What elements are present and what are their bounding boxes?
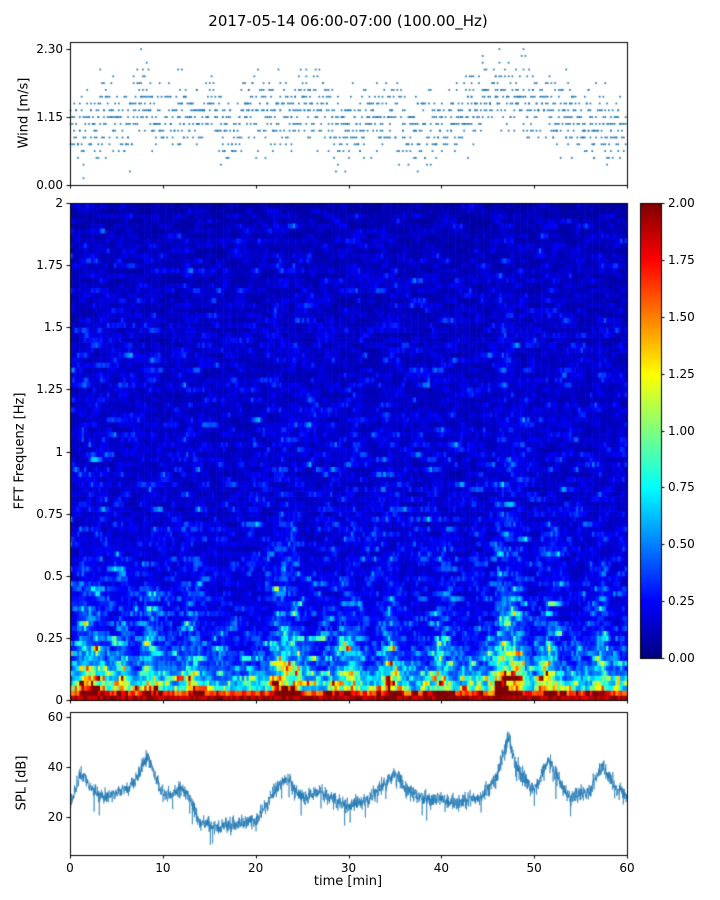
colorbar-tick-label: 0.50 <box>668 537 695 552</box>
time-xtick-label: 60 <box>619 861 635 875</box>
colorbar-tick-label: 1.25 <box>668 366 695 381</box>
colorbar-tick-label: 1.50 <box>668 309 695 324</box>
colorbar-tick-label: 2.00 <box>668 196 695 210</box>
time-xtick-label: 10 <box>155 861 171 875</box>
time-xtick-label: 30 <box>340 861 357 875</box>
fft-y-axis-label: FFT Frequenz [Hz] <box>12 392 28 510</box>
fft-ytick-label: 0 <box>55 693 63 707</box>
time-xtick-label: 40 <box>433 861 449 875</box>
spl-y-axis-label: SPL [dB] <box>14 755 30 811</box>
time-xtick-label: 0 <box>66 861 74 875</box>
fft-ytick-label: 2 <box>55 196 63 210</box>
fft-ytick-label: 0.75 <box>36 506 63 521</box>
spl-ytick-label: 20 <box>47 810 63 825</box>
fft-ytick-label: 0.5 <box>43 568 63 583</box>
wind-ytick-label: 1.15 <box>36 110 63 125</box>
figure-title: 2017-05-14 06:00-07:00 (100.00_Hz) <box>208 12 488 30</box>
colorbar-tick-label: 0.00 <box>668 651 695 665</box>
colorbar-tick-label: 0.75 <box>668 480 695 495</box>
time-xtick-label: 50 <box>526 861 542 875</box>
wind-y-axis-label: Wind [m/s] <box>16 77 32 149</box>
fft-ytick-label: 1.5 <box>43 320 63 335</box>
time-x-axis-label: time [min] <box>313 874 383 889</box>
fft-ytick-label: 0.25 <box>36 630 63 645</box>
fft-ytick-label: 1.25 <box>36 382 63 397</box>
colorbar-tick-label: 0.25 <box>668 594 695 609</box>
colorbar-tick-label: 1.75 <box>668 252 695 267</box>
spl-ytick-label: 40 <box>47 760 63 775</box>
spl-ytick-label: 60 <box>47 710 63 725</box>
time-xtick-label: 20 <box>248 861 264 875</box>
colorbar-tick-label: 1.00 <box>668 423 695 438</box>
wind-ytick-label: 2.30 <box>36 42 63 57</box>
wind-ytick-label: 0.00 <box>36 178 63 192</box>
fft-ytick-label: 1 <box>55 444 63 459</box>
fft-ytick-label: 1.75 <box>36 258 63 273</box>
